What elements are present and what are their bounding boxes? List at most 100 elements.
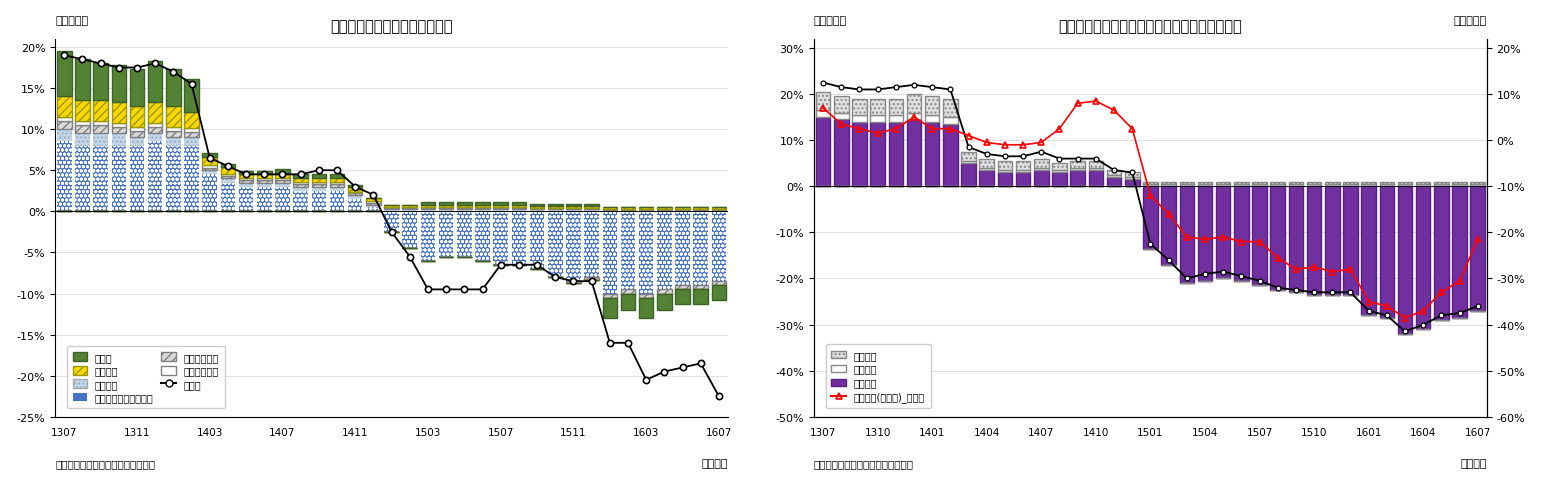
総平均 <box>72 57 91 63</box>
Bar <box>621 208 635 210</box>
Bar <box>603 210 617 212</box>
Bar <box>293 174 308 178</box>
Bar <box>475 212 490 261</box>
Bar <box>1362 187 1375 316</box>
Bar <box>293 178 308 182</box>
Bar <box>853 116 867 122</box>
総平均 <box>273 172 291 178</box>
Bar <box>547 212 563 277</box>
Bar <box>888 122 904 187</box>
Bar <box>94 134 108 146</box>
Bar <box>456 212 472 257</box>
Bar <box>221 179 236 183</box>
Bar <box>202 171 217 175</box>
Bar <box>979 168 995 171</box>
Bar <box>712 208 726 210</box>
Bar <box>274 187 290 212</box>
Bar <box>1325 184 1340 187</box>
総平均 <box>455 287 473 293</box>
Bar <box>694 208 708 210</box>
総平均 <box>546 274 564 280</box>
Bar <box>907 120 921 187</box>
Bar <box>1416 187 1431 330</box>
Bar <box>1252 182 1268 184</box>
Bar <box>603 210 617 212</box>
Bar <box>148 62 162 103</box>
総平均 <box>382 229 401 235</box>
Bar <box>167 138 180 146</box>
Bar <box>944 118 958 125</box>
Bar <box>221 183 236 212</box>
Bar <box>493 210 507 212</box>
総平均 <box>674 365 692 371</box>
Bar <box>57 130 71 142</box>
Bar <box>456 203 472 205</box>
Bar <box>94 64 108 101</box>
Bar <box>1035 171 1049 187</box>
Bar <box>1271 187 1284 290</box>
Bar <box>566 209 581 210</box>
Bar <box>944 100 958 118</box>
総平均 <box>182 82 200 88</box>
Bar <box>1180 187 1194 284</box>
Bar <box>512 203 526 205</box>
Bar <box>439 205 453 208</box>
Bar <box>365 205 381 208</box>
Bar <box>293 191 308 212</box>
Bar <box>421 203 435 205</box>
Bar <box>657 208 672 210</box>
Bar <box>348 186 362 188</box>
Bar <box>530 212 544 269</box>
Bar <box>566 210 581 212</box>
Bar <box>475 209 490 210</box>
Bar <box>330 191 344 212</box>
Bar <box>311 185 325 187</box>
Bar <box>1343 182 1359 184</box>
Bar <box>348 188 362 192</box>
Bar <box>493 212 507 265</box>
Bar <box>311 187 325 191</box>
Bar <box>274 178 290 181</box>
総平均 <box>419 287 438 293</box>
Bar <box>1052 164 1067 171</box>
Bar <box>239 178 253 181</box>
Bar <box>421 205 435 208</box>
Bar <box>493 205 507 208</box>
Bar <box>870 100 885 116</box>
Bar <box>1471 184 1485 187</box>
Bar <box>167 132 180 138</box>
Bar <box>1252 184 1268 187</box>
Bar <box>183 146 199 212</box>
Text: （前年比）: （前年比） <box>814 16 847 27</box>
Bar <box>57 142 71 212</box>
Bar <box>493 208 507 209</box>
Bar <box>76 134 89 146</box>
Bar <box>311 187 325 191</box>
Bar <box>1271 184 1284 187</box>
Bar <box>979 171 995 187</box>
Bar <box>621 212 635 290</box>
Text: （前年比）: （前年比） <box>56 16 88 27</box>
Bar <box>925 97 939 116</box>
Bar <box>421 210 435 212</box>
Bar <box>547 205 563 206</box>
Bar <box>365 204 381 205</box>
Bar <box>566 206 581 209</box>
Bar <box>1016 171 1030 173</box>
総平均 <box>655 369 674 375</box>
Bar <box>1453 187 1466 318</box>
Bar <box>638 212 654 294</box>
Bar <box>1089 162 1103 168</box>
Bar <box>365 205 381 208</box>
Bar <box>870 116 885 122</box>
Bar <box>365 202 381 204</box>
Bar <box>638 210 654 212</box>
Bar <box>57 130 71 142</box>
Bar <box>1089 168 1103 171</box>
Bar <box>1143 184 1158 187</box>
Bar <box>1252 187 1268 286</box>
Bar <box>1234 187 1249 281</box>
Bar <box>439 210 453 212</box>
Bar <box>183 138 199 146</box>
総平均 <box>328 168 347 174</box>
